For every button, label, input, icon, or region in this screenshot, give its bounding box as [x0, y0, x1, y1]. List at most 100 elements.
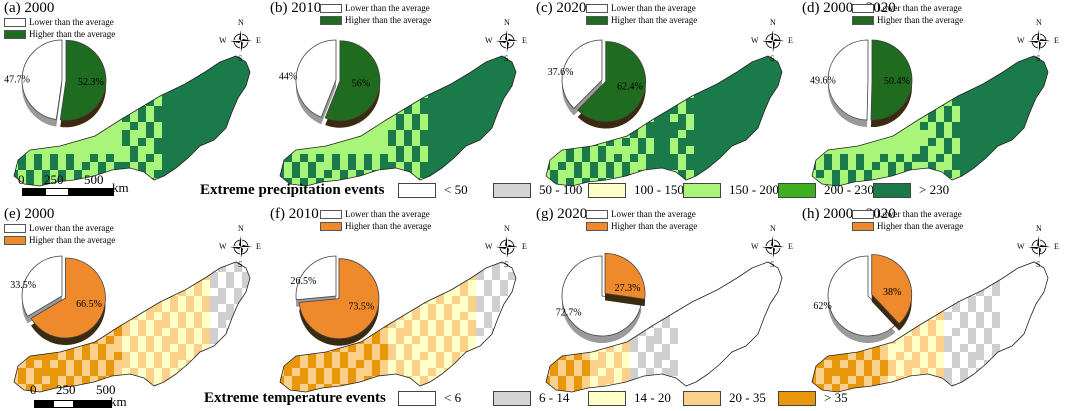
- compass-label-e: E: [522, 242, 527, 251]
- compass-label-s: S: [238, 260, 243, 269]
- legend-color-box: [493, 182, 531, 198]
- precip-legend: Extreme precipitation events < 50 50 - 10…: [0, 180, 1065, 202]
- legend-swatch-higher: [586, 221, 608, 231]
- scale-tick-500: 500: [84, 172, 104, 187]
- scale-bar-top: 0 250 500 km: [18, 172, 129, 198]
- legend-item-label: 20 - 35: [729, 390, 766, 405]
- compass-label-s: S: [770, 54, 775, 63]
- temp-legend: Extreme temperature events < 6 6 - 14 14 -…: [0, 388, 1065, 410]
- panel-h: (h) 2000 - 2020 Lower than the average Hig…: [798, 206, 1064, 411]
- pie-chart: 37.6% 62.4%: [548, 39, 647, 129]
- pie-legend: Lower than the average Higher than the av…: [4, 16, 115, 40]
- pie-slice-higher: [870, 39, 913, 121]
- compass-label-w: W: [1017, 242, 1025, 251]
- legend-item: < 50: [398, 182, 468, 198]
- region-outline: [811, 261, 1049, 393]
- legend-swatch-higher: [586, 15, 608, 25]
- region-outline: [545, 55, 783, 187]
- legend-label-higher: Higher than the average: [611, 221, 698, 231]
- scale-unit: km: [112, 180, 129, 195]
- compass-label-n: N: [238, 224, 244, 233]
- legend-swatch-lower: [852, 209, 874, 219]
- pie-chart: 47.7% 52.3%: [4, 39, 107, 128]
- legend-swatch-higher: [852, 15, 874, 25]
- pie-label-lower: 72.7%: [556, 308, 582, 319]
- legend-label-higher: Higher than the average: [29, 29, 116, 39]
- pie-slice-higher: [298, 258, 380, 340]
- compass-rose-icon: [1028, 236, 1050, 258]
- legend-label-lower: Lower than the average: [611, 3, 696, 13]
- pie-label-higher: 27.3%: [615, 283, 641, 294]
- region-outline: [545, 261, 783, 393]
- compass-rose-icon: [230, 30, 252, 52]
- pie-legend: Lower than the average Higher than the av…: [852, 208, 963, 232]
- panel-a: (a) 2000 Lower than the average Higher tha…: [0, 0, 266, 205]
- legend-color-box: [588, 390, 626, 406]
- legend-item: 20 - 35: [683, 390, 766, 406]
- legend-swatch-higher: [320, 15, 342, 25]
- legend-item-label: > 35: [824, 390, 848, 405]
- legend-color-box: [493, 390, 531, 406]
- legend-swatch-lower: [320, 209, 342, 219]
- legend-color-box: [873, 182, 911, 198]
- panel-d: (d) 2000 - 2020 Lower than the average Hig…: [798, 0, 1064, 205]
- pie-slice-lower: [561, 39, 603, 110]
- legend-label-higher: Higher than the average: [611, 15, 698, 25]
- legend-label-lower: Lower than the average: [29, 17, 114, 27]
- pie-label-higher: 56%: [352, 79, 370, 90]
- compass-rose-icon: [1028, 30, 1050, 52]
- legend-item-label: < 50: [444, 182, 468, 197]
- compass-label-n: N: [238, 18, 244, 27]
- pie-slice-lower: [561, 255, 643, 337]
- compass-label-e: E: [1054, 242, 1059, 251]
- scale-tick-500: 500: [96, 382, 116, 397]
- compass-rose-icon: [230, 236, 252, 258]
- legend-item: 100 - 150: [588, 182, 684, 198]
- compass-label-n: N: [504, 224, 510, 233]
- legend-item: > 35: [778, 390, 848, 406]
- legend-item-label: 50 - 100: [539, 182, 583, 197]
- pie-label-lower: 47.7%: [4, 74, 30, 85]
- pie-label-higher: 66.5%: [76, 299, 102, 310]
- compass-rose-icon: [496, 236, 518, 258]
- compass-label-n: N: [1036, 224, 1042, 233]
- panel-title: (e) 2000: [4, 206, 55, 222]
- legend-swatch-lower: [586, 209, 608, 219]
- pie-chart: 33.5% 66.5%: [10, 255, 106, 345]
- pie-chart: 62% 38%: [813, 254, 913, 343]
- temp-legend-title: Extreme temperature events: [204, 390, 386, 406]
- panel-g: (g) 2020 Lower than the average Higher tha…: [532, 206, 798, 411]
- legend-item: 50 - 100: [493, 182, 582, 198]
- compass-label-s: S: [504, 260, 509, 269]
- scale-tick-250: 250: [56, 382, 76, 397]
- pie-slice-higher: [577, 41, 647, 122]
- legend-color-box: [778, 182, 816, 198]
- legend-item-label: 100 - 150: [634, 182, 684, 197]
- pie-label-higher: 50.4%: [884, 76, 910, 87]
- compass-label-e: E: [788, 242, 793, 251]
- pie-label-higher: 62.4%: [617, 81, 643, 92]
- legend-swatch-higher: [4, 29, 26, 39]
- pie-chart: 72.7% 27.3%: [556, 252, 646, 343]
- scale-unit: km: [110, 394, 127, 409]
- pie-legend: Lower than the average Higher than the av…: [852, 2, 963, 26]
- pie-label-lower: 37.6%: [548, 67, 574, 78]
- pie-slice-higher: [871, 254, 913, 325]
- legend-item: 150 - 200: [683, 182, 779, 198]
- legend-swatch-lower: [586, 3, 608, 13]
- legend-label-lower: Lower than the average: [611, 209, 696, 219]
- pie-slice-lower: [21, 255, 63, 317]
- legend-item-label: 14 - 20: [634, 390, 671, 405]
- region-outline: [13, 55, 251, 187]
- pie-legend: Lower than the average Higher than the av…: [586, 208, 697, 232]
- scale-tick-0: 0: [30, 382, 37, 397]
- pie-slice-higher: [30, 257, 106, 339]
- legend-color-box: [398, 182, 436, 198]
- compass-label-e: E: [788, 36, 793, 45]
- compass-label-w: W: [219, 242, 227, 251]
- scale-bar-graphic: [22, 188, 114, 196]
- panel-title: (f) 2010: [270, 206, 319, 222]
- scale-tick-0: 0: [18, 172, 25, 187]
- legend-swatch-higher: [320, 221, 342, 231]
- legend-label-higher: Higher than the average: [345, 15, 432, 25]
